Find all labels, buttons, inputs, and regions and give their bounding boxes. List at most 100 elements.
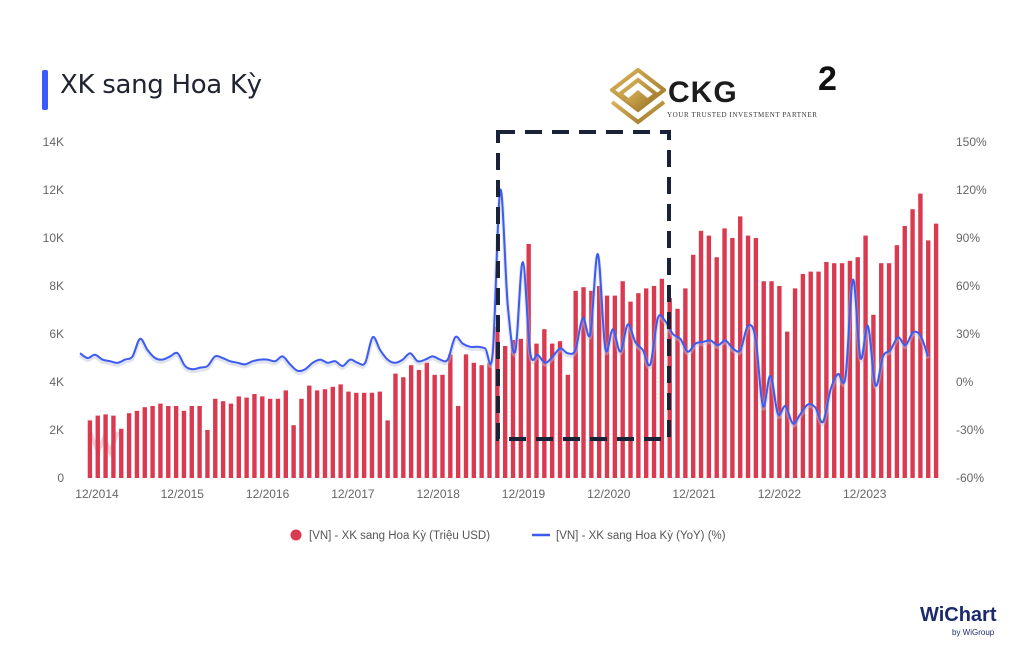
bar [448,354,453,478]
brand-tagline: YOUR TRUSTED INVESTMENT PARTNER [667,111,818,119]
bar [142,407,147,478]
bar [338,384,343,478]
right-tick-label: 120% [956,183,987,197]
bar [738,216,743,478]
left-axis-ticks: 0 2K 4K 6K 8K 10K 12K 14K [43,135,65,485]
bar [134,410,140,478]
bar-series [87,193,939,478]
bar [393,373,398,478]
bar [526,244,531,478]
bar [197,406,202,478]
bar [643,288,649,478]
x-tick-label: 12/2023 [843,487,887,501]
left-tick-label: 10K [43,231,64,245]
bar [824,262,829,478]
bar [205,430,210,478]
bar [902,226,907,478]
bar [534,343,539,478]
bar [683,288,688,478]
bar [213,398,218,478]
bar [314,390,320,478]
bar [330,386,335,478]
highlight-box [496,130,671,441]
bar [910,209,915,478]
bar [839,263,845,478]
bar [236,396,241,478]
bar [894,245,900,478]
bar [119,428,124,478]
bar [698,230,704,478]
bar [455,406,461,478]
x-tick-label: 12/2022 [758,487,802,501]
bar [150,406,155,478]
x-tick-label: 12/2016 [246,487,290,501]
bar [863,235,868,478]
x-tick-label: 12/2018 [417,487,461,501]
bar [832,263,837,478]
bar [440,374,445,478]
bar [808,271,813,478]
bar [933,223,939,478]
bar [111,415,116,478]
bar [926,240,931,478]
bar [855,257,860,478]
left-tick-label: 0 [57,471,64,485]
bar [361,392,367,478]
bar [158,403,163,478]
bar [667,298,672,478]
bar [871,314,876,478]
left-tick-label: 6K [49,327,64,341]
legend: [VN] - XK sang Hoa Kỳ (Triệu USD) [VN] -… [290,529,726,542]
bar [267,398,273,478]
bar [377,391,383,478]
right-tick-label: -30% [956,423,984,437]
bar [816,271,821,478]
bar [87,420,93,478]
left-tick-label: 14K [43,135,64,149]
bar [487,362,492,478]
bar [879,263,884,478]
bar [651,286,657,478]
line-series [78,188,930,428]
bar [220,401,226,478]
bar [518,338,524,478]
bar [299,398,304,478]
bar [479,365,484,478]
right-axis-ticks: -60% -30% 0% 30% 60% 90% 120% 150% [956,135,987,485]
slide-number: 2 [818,60,837,98]
bar [252,394,257,478]
yoy-line [79,188,929,425]
bar [424,362,430,478]
bar [189,406,194,478]
bar [557,341,563,478]
bar [463,354,469,478]
x-tick-label: 12/2015 [161,487,205,501]
bar [612,295,618,478]
bar [275,398,281,478]
bar [745,235,751,478]
bar [785,331,790,478]
bar [432,374,437,478]
bar [181,410,187,478]
bar [228,403,234,478]
bar [260,396,265,478]
bar [596,286,602,478]
x-tick-label: 12/2021 [672,487,716,501]
bar [730,238,735,478]
left-tick-label: 8K [49,279,64,293]
legend-line-label: [VN] - XK sang Hoa Kỳ (YoY) (%) [556,530,726,542]
right-tick-label: 0% [956,375,974,389]
bar [354,392,359,478]
bar [166,406,171,478]
left-tick-label: 12K [43,183,64,197]
bar [244,397,249,478]
x-tick-label: 12/2017 [331,487,375,501]
right-tick-label: 150% [956,135,987,149]
bar [792,288,798,478]
bar [620,281,625,478]
bar [322,389,328,478]
bar [636,293,641,478]
right-tick-label: 90% [956,231,980,245]
bar [573,290,578,478]
